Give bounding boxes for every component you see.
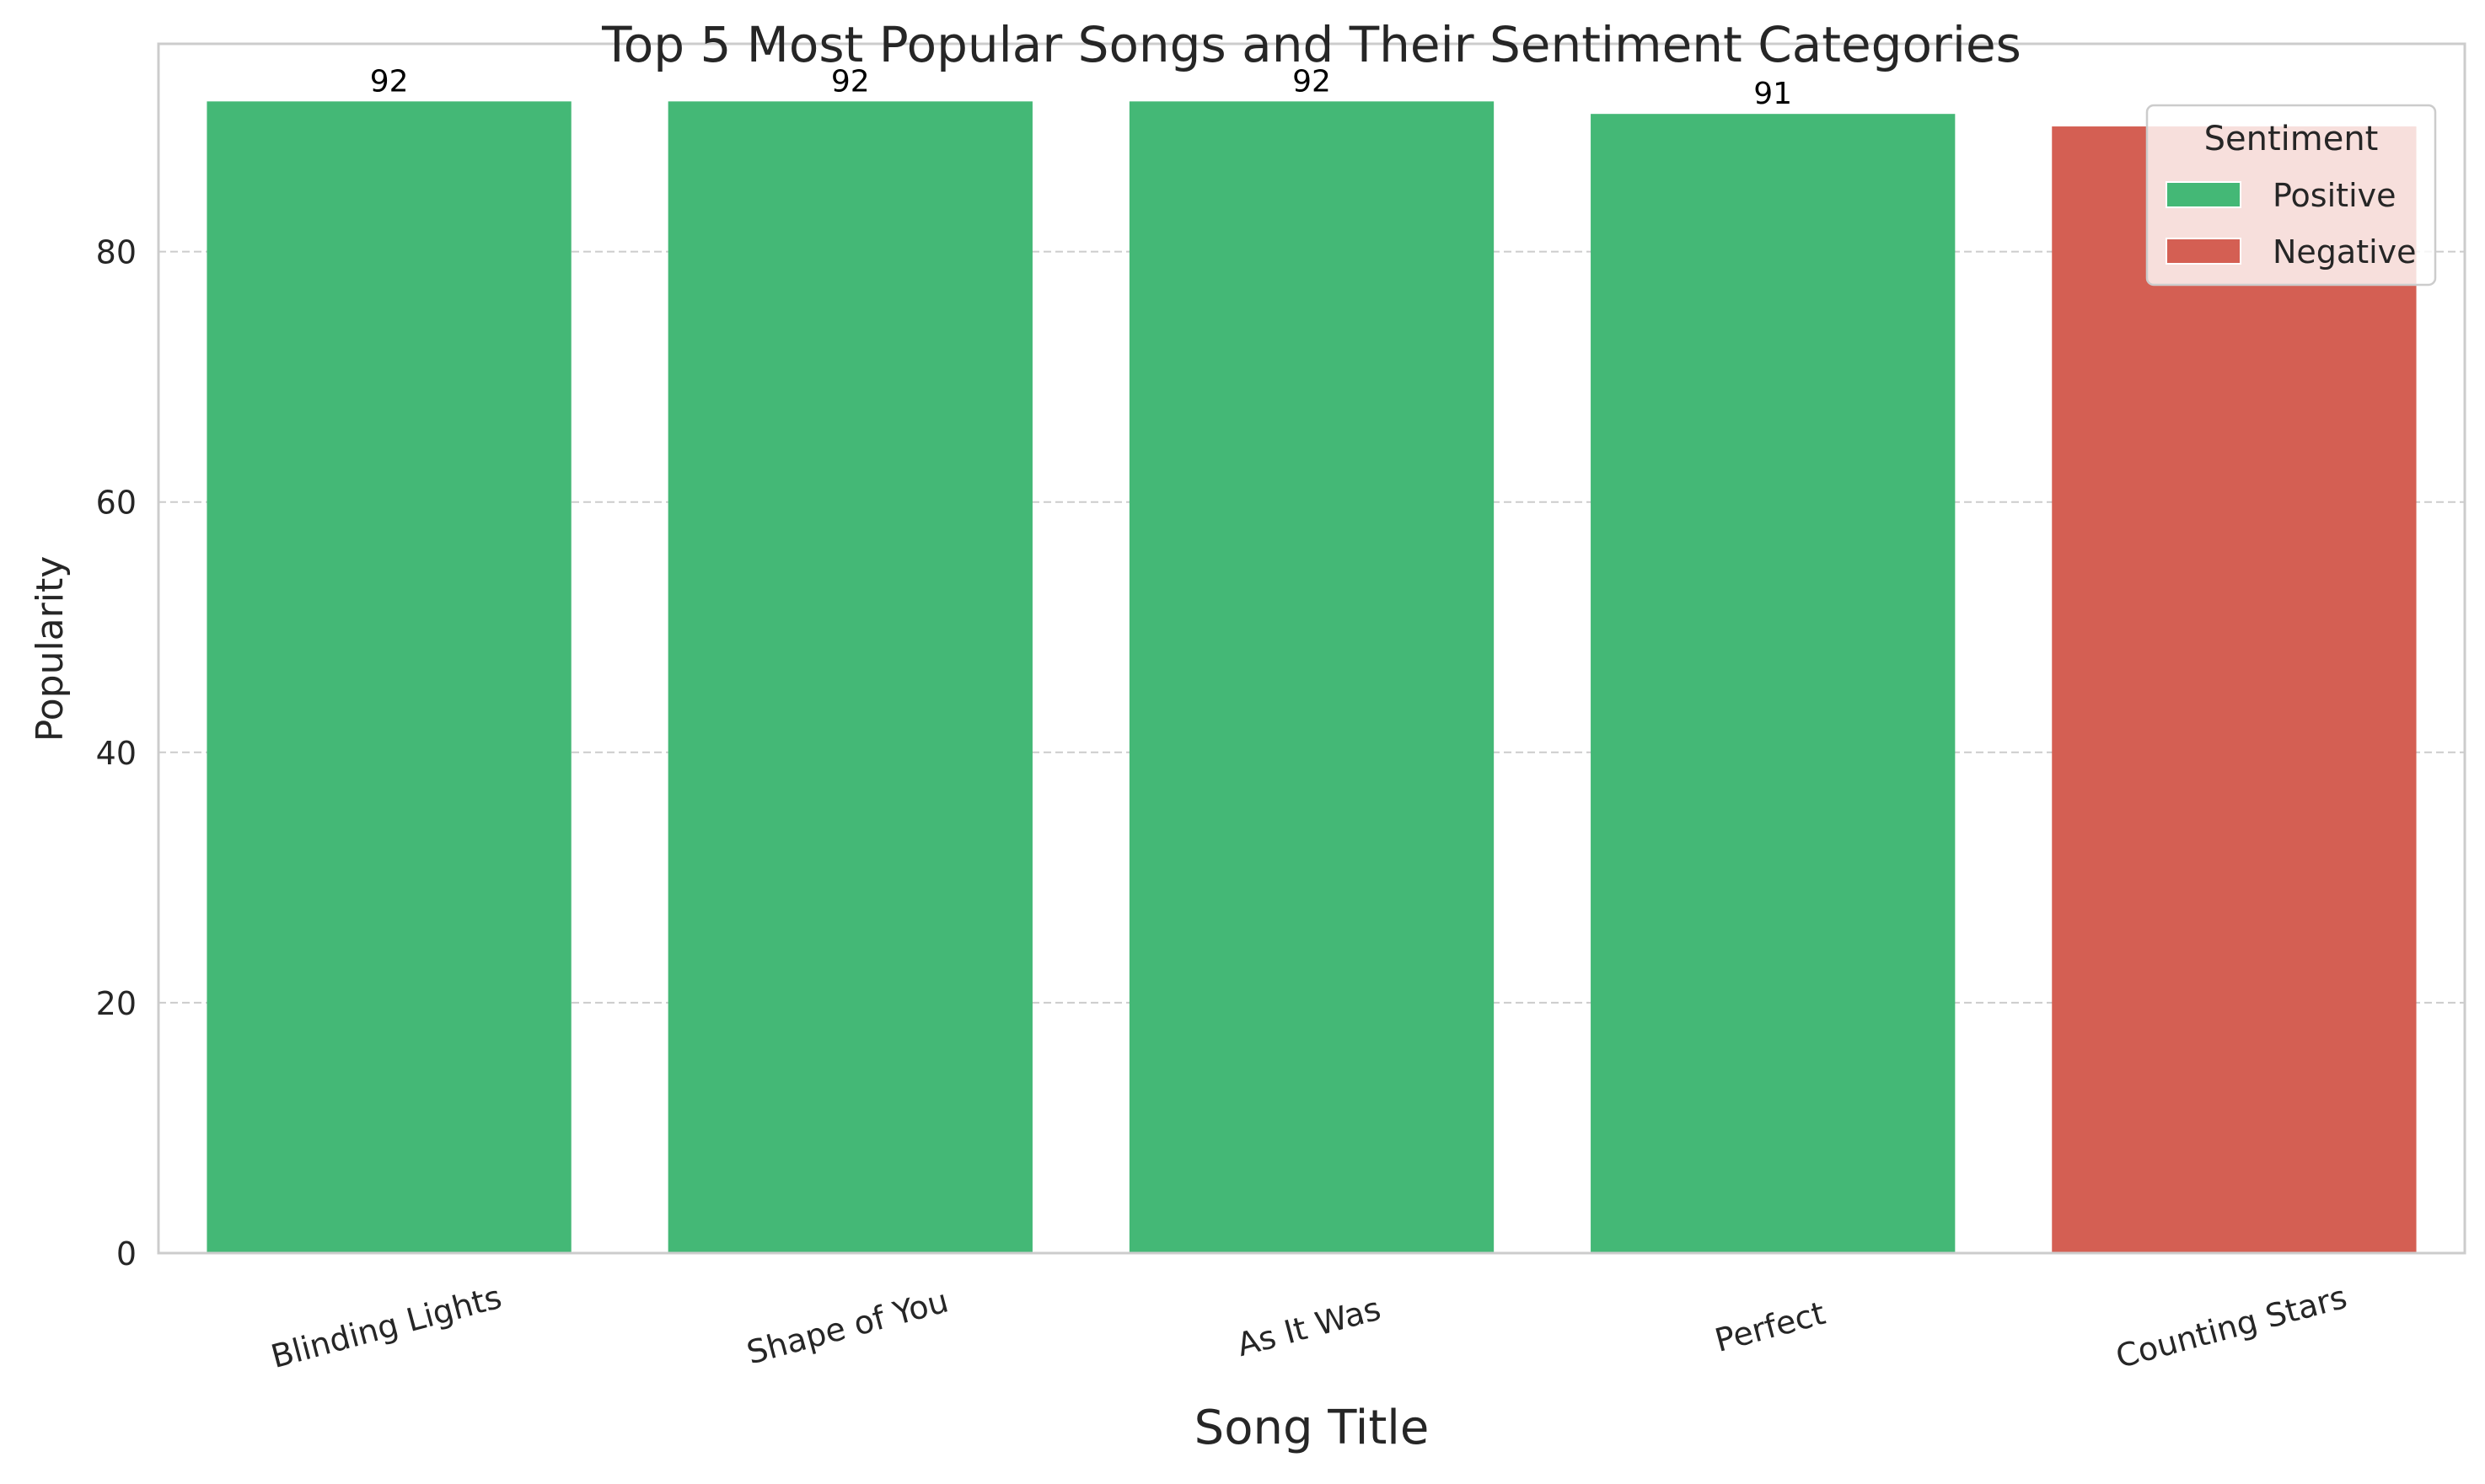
legend-label-positive: Positive [2273, 177, 2396, 214]
y-tick-label: 20 [96, 985, 137, 1022]
bar-value-label: 92 [831, 64, 870, 99]
y-tick-label: 40 [96, 735, 137, 772]
legend-label-negative: Negative [2273, 233, 2417, 271]
plot-frame [157, 42, 2466, 1255]
bar-as-it-was [1129, 101, 1495, 1253]
bar-perfect [1591, 114, 1956, 1254]
legend-title: Sentiment [2204, 120, 2379, 158]
bar-value-label: 91 [1753, 77, 1792, 111]
y-tick-label: 0 [116, 1235, 137, 1272]
legend-swatch-negative [2166, 238, 2241, 265]
y-axis-label: Popularity [29, 556, 72, 742]
legend-swatch-positive [2166, 181, 2241, 208]
y-tick-label: 60 [96, 485, 137, 522]
bar-shape-of-you [668, 101, 1033, 1253]
y-tick-label: 80 [96, 234, 137, 271]
bar-counting-stars [2052, 126, 2417, 1254]
x-axis-label: Song Title [1194, 1401, 1430, 1455]
bar-value-label: 92 [370, 64, 409, 99]
bar-blinding-lights [207, 101, 572, 1253]
chart-title: Top 5 Most Popular Songs and Their Senti… [601, 16, 2021, 73]
legend: Sentiment Positive Negative [2145, 104, 2437, 287]
bar-value-label: 92 [1292, 64, 1331, 99]
